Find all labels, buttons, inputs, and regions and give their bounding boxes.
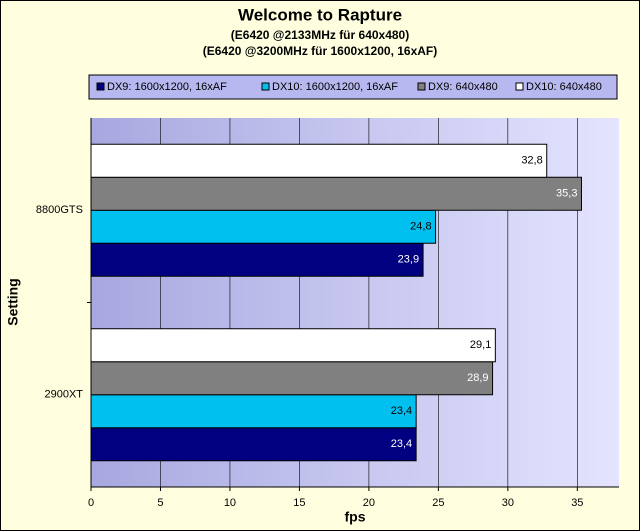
y-axis-title: Setting <box>5 278 21 325</box>
x-tick-label: 5 <box>157 497 163 509</box>
x-tick-label: 25 <box>432 497 444 509</box>
bar <box>90 328 496 363</box>
bar <box>90 242 424 277</box>
bar <box>90 176 582 211</box>
legend-swatch <box>96 82 105 91</box>
x-tick-label: 10 <box>224 497 236 509</box>
bar <box>90 143 548 178</box>
legend-swatch <box>515 82 524 91</box>
legend-label: DX10: 1600x1200, 16xAF <box>272 81 398 93</box>
data-label: 28,9 <box>467 372 488 384</box>
legend-label: DX9: 640x480 <box>428 81 498 93</box>
legend-label: DX9: 1600x1200, 16xAF <box>107 81 227 93</box>
data-label: 24,8 <box>410 221 431 233</box>
y-tick-label: 2900XT <box>44 389 83 401</box>
subtitle: (E6420 @2133MHz für 640x480) <box>231 28 409 42</box>
legend-swatch <box>417 82 426 91</box>
y-tick-label: 8800GTS <box>36 204 83 216</box>
data-label: 35,3 <box>556 188 577 200</box>
data-label: 23,4 <box>391 438 412 450</box>
data-label: 23,4 <box>391 405 412 417</box>
chart-title: Welcome to Rapture <box>238 5 402 24</box>
x-tick-label: 35 <box>571 497 583 509</box>
data-label: 32,8 <box>521 155 542 167</box>
x-axis-title: fps <box>345 509 366 525</box>
bar <box>90 427 417 462</box>
x-tick-label: 20 <box>363 497 375 509</box>
x-tick-label: 15 <box>293 497 305 509</box>
data-label: 29,1 <box>470 339 491 351</box>
bar <box>90 361 494 396</box>
bar <box>90 394 417 429</box>
x-tick-label: 0 <box>88 497 94 509</box>
legend-label: DX10: 640x480 <box>526 81 602 93</box>
subtitle: (E6420 @3200MHz für 1600x1200, 16xAF) <box>203 44 438 58</box>
legend <box>88 74 618 100</box>
legend-swatch <box>261 82 270 91</box>
data-label: 23,9 <box>398 254 419 266</box>
x-tick-label: 30 <box>502 497 514 509</box>
bar <box>90 209 437 244</box>
